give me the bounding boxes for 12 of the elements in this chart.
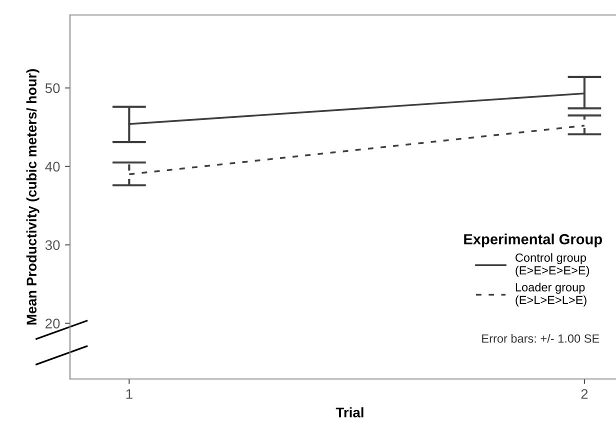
- x-tick-label: 1: [126, 389, 132, 399]
- y-axis-title: Mean Productivity (cubic meters/ hour): [26, 69, 40, 325]
- legend-title: Experimental Group: [464, 234, 602, 248]
- y-tick-label: 20: [46, 318, 60, 328]
- y-tick-label: 30: [45, 240, 60, 250]
- legend-label: Control group (E>E>E>E>E): [516, 253, 590, 277]
- y-tick-label: 50: [45, 83, 60, 94]
- x-axis-title: Trial: [336, 407, 364, 418]
- y-tick-label: 40: [45, 162, 60, 172]
- annotation: Error bars: +/- 1.00 SE: [482, 334, 600, 343]
- x-tick-label: 2: [581, 389, 588, 399]
- legend-label: Loader group (E>L>E>L>E): [516, 282, 586, 306]
